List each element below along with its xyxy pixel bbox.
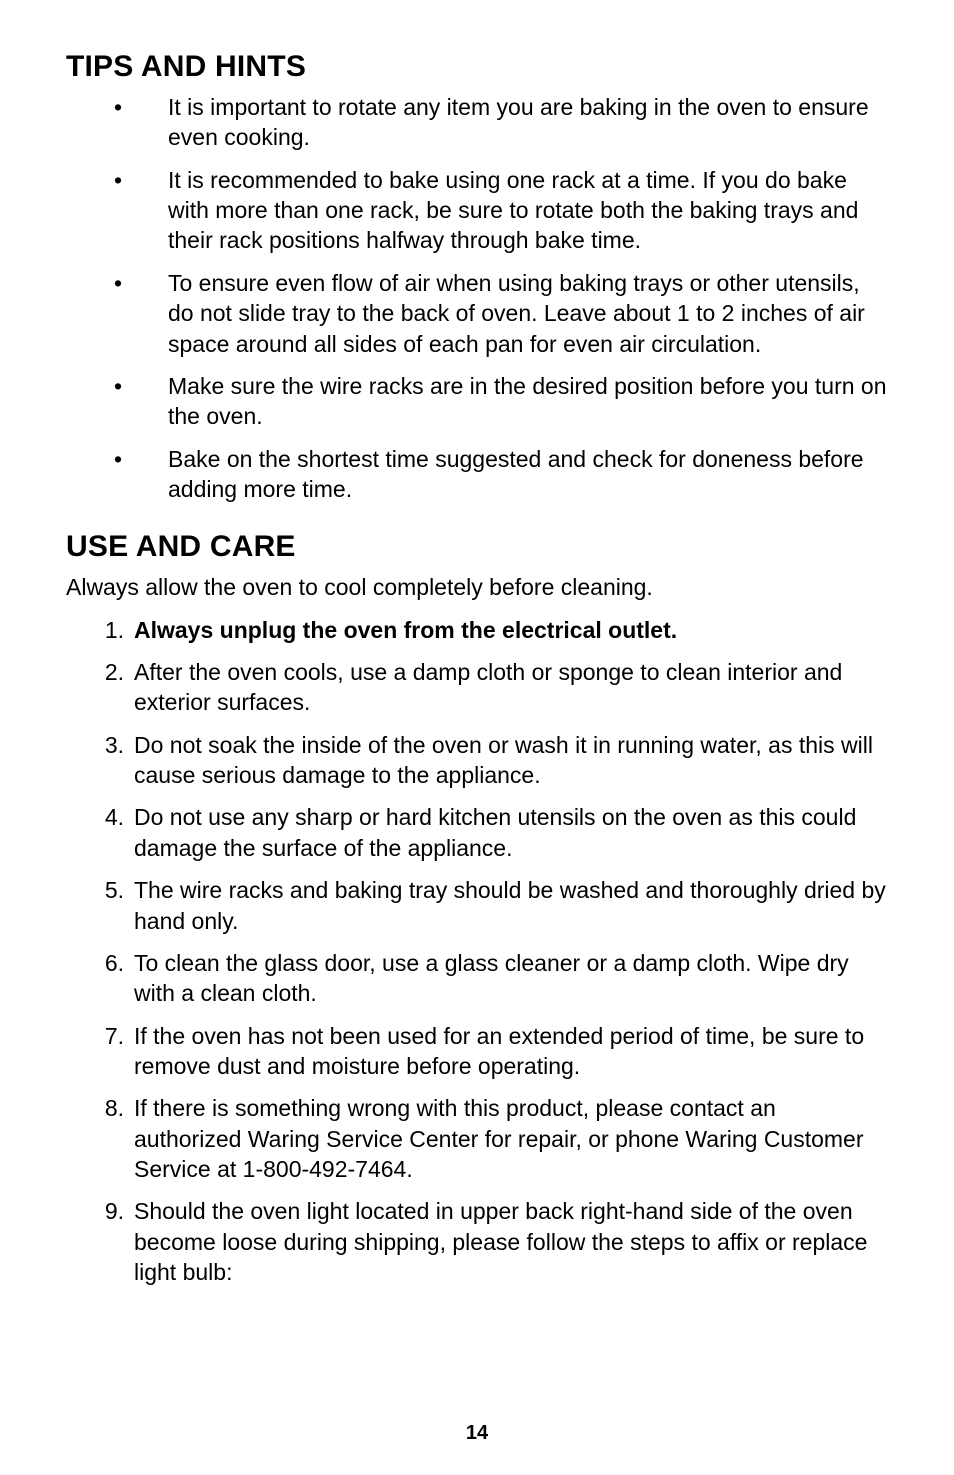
tips-bullet-list: It is important to rotate any item you a… (66, 92, 888, 504)
tips-bullet-item: To ensure even flow of air when using ba… (114, 268, 888, 359)
use-care-item: Always unplug the oven from the electric… (90, 615, 888, 645)
use-care-heading: USE AND CARE (66, 530, 888, 564)
tips-bullet-item: Make sure the wire racks are in the desi… (114, 371, 888, 432)
use-care-item-text: After the oven cools, use a damp cloth o… (134, 659, 842, 715)
use-care-item-text: If there is something wrong with this pr… (134, 1095, 864, 1182)
tips-heading: TIPS AND HINTS (66, 50, 888, 84)
use-care-item: Should the oven light located in upper b… (90, 1196, 888, 1287)
use-care-item-text: To clean the glass door, use a glass cle… (134, 950, 849, 1006)
use-care-item-text: The wire racks and baking tray should be… (134, 877, 886, 933)
tips-bullet-item: It is recommended to bake using one rack… (114, 165, 888, 256)
tips-bullet-item: Bake on the shortest time suggested and … (114, 444, 888, 505)
use-care-item-text: If the oven has not been used for an ext… (134, 1023, 864, 1079)
use-care-list: Always unplug the oven from the electric… (66, 615, 888, 1288)
use-care-intro: Always allow the oven to cool completely… (66, 572, 888, 602)
document-page: TIPS AND HINTS It is important to rotate… (0, 0, 954, 1475)
use-care-item-text: Do not soak the inside of the oven or wa… (134, 732, 873, 788)
use-care-item: The wire racks and baking tray should be… (90, 875, 888, 936)
use-care-item: Do not soak the inside of the oven or wa… (90, 730, 888, 791)
use-care-item-text: Always unplug the oven from the electric… (134, 617, 677, 643)
use-care-item: If the oven has not been used for an ext… (90, 1021, 888, 1082)
use-care-item: After the oven cools, use a damp cloth o… (90, 657, 888, 718)
use-care-item-text: Should the oven light located in upper b… (134, 1198, 867, 1285)
use-care-item: To clean the glass door, use a glass cle… (90, 948, 888, 1009)
use-care-item: If there is something wrong with this pr… (90, 1093, 888, 1184)
page-number: 14 (0, 1422, 954, 1445)
use-care-item: Do not use any sharp or hard kitchen ute… (90, 802, 888, 863)
tips-bullet-item: It is important to rotate any item you a… (114, 92, 888, 153)
use-care-item-text: Do not use any sharp or hard kitchen ute… (134, 804, 856, 860)
